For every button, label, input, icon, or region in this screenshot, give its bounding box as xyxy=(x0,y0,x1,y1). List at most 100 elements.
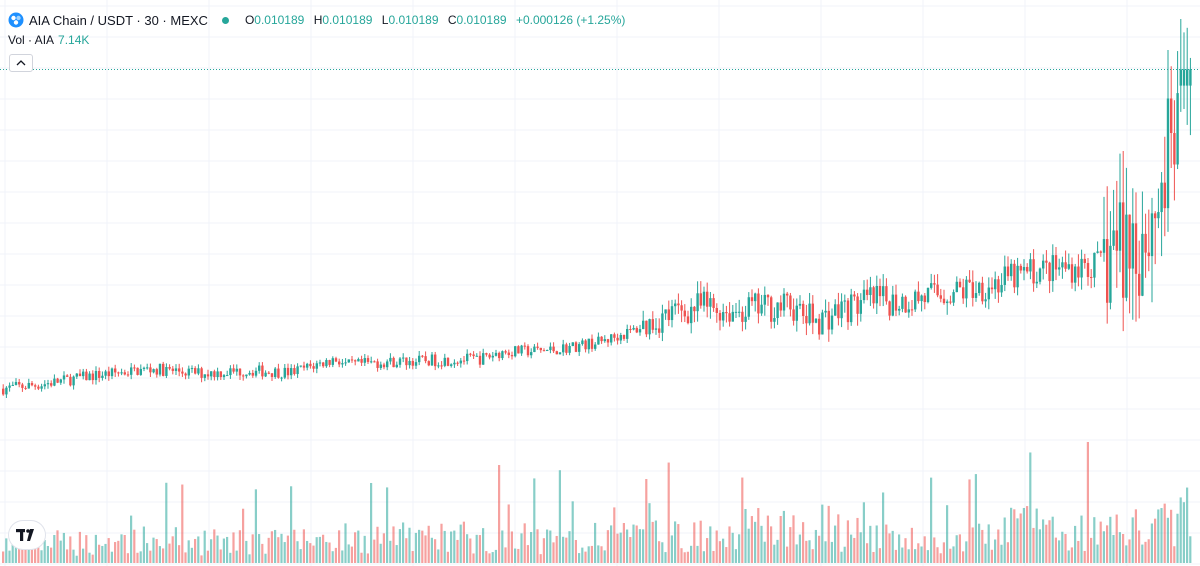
volume-bar xyxy=(888,533,891,563)
candle-body xyxy=(331,358,334,365)
volume-bar xyxy=(155,539,158,563)
candle-body xyxy=(818,318,821,335)
volume-bar xyxy=(658,541,661,563)
candle-body xyxy=(910,309,914,311)
candle-body xyxy=(440,365,443,367)
volume-bar xyxy=(280,533,283,563)
volume-bar xyxy=(638,529,641,563)
candle-body xyxy=(222,375,226,378)
volume-bar xyxy=(248,554,251,563)
candle-body xyxy=(302,365,306,368)
candle-body xyxy=(232,368,235,372)
candle-body xyxy=(597,336,600,345)
volume-bar xyxy=(981,529,984,563)
candle-body xyxy=(702,291,706,306)
volume-bar xyxy=(843,546,846,563)
volume-bar xyxy=(1086,441,1089,563)
volume-bar xyxy=(322,534,325,563)
volume-bar xyxy=(805,540,808,563)
candle-body xyxy=(325,360,328,367)
volume-bar xyxy=(936,547,939,563)
candle-body xyxy=(110,368,114,377)
candle-body xyxy=(421,355,424,357)
volume-bar xyxy=(494,549,497,563)
candle-body xyxy=(98,370,101,378)
candle-body xyxy=(920,295,923,302)
volume-bar xyxy=(478,535,481,563)
candle-body xyxy=(210,371,213,377)
volume-bar xyxy=(712,550,715,563)
candle-body xyxy=(914,291,917,310)
volume-bar xyxy=(82,548,85,563)
volume-bar xyxy=(318,536,321,563)
volume-bar xyxy=(856,517,859,563)
tradingview-logo-icon[interactable] xyxy=(9,521,45,549)
candle-body xyxy=(94,370,98,381)
candle-body xyxy=(248,372,251,375)
volume-bar xyxy=(296,541,299,563)
volume-bar xyxy=(722,538,725,563)
candle-body xyxy=(558,352,562,355)
volume-bar xyxy=(162,548,165,563)
candle-body xyxy=(1032,259,1035,284)
candle-body xyxy=(1176,93,1179,165)
candle-body xyxy=(114,368,117,373)
volume-bar xyxy=(978,523,981,563)
volume-bar xyxy=(491,552,494,563)
volume-bar xyxy=(245,540,248,563)
volume-bar xyxy=(229,552,232,563)
candle-body xyxy=(712,298,715,308)
volume-bar xyxy=(1102,531,1105,563)
candle-body xyxy=(139,368,142,375)
volume-bar xyxy=(738,534,741,563)
volume-bar xyxy=(1141,544,1144,563)
candle-body xyxy=(629,328,632,330)
volume-bar xyxy=(853,537,856,563)
volume-bar xyxy=(274,529,277,563)
volume-bar xyxy=(546,529,549,563)
volume-bar xyxy=(581,547,584,563)
volume-bar xyxy=(1093,517,1096,563)
candle-body xyxy=(837,304,840,319)
volume-bar xyxy=(184,552,187,563)
volume-bar xyxy=(744,509,747,563)
candle-body xyxy=(619,335,622,341)
candle-body xyxy=(1106,239,1109,303)
volume-bar xyxy=(1054,537,1057,563)
candle-body xyxy=(1122,202,1125,298)
candle-body xyxy=(958,281,962,288)
candle-body xyxy=(1170,98,1173,134)
candle-body xyxy=(917,291,920,302)
volume-bar xyxy=(696,545,699,563)
candle-body xyxy=(488,354,491,358)
volume-bar xyxy=(213,529,216,563)
candle-body xyxy=(392,357,395,368)
volume-bar xyxy=(200,555,203,563)
candle-body xyxy=(469,353,472,355)
volume-bar xyxy=(286,535,289,563)
candle-body xyxy=(882,286,885,297)
volume-bar xyxy=(360,552,363,563)
volume-bar xyxy=(1147,539,1150,563)
candle-body xyxy=(1000,284,1003,293)
candle-body xyxy=(866,289,869,296)
volume-bar xyxy=(779,516,782,563)
collapse-legend-button[interactable] xyxy=(9,54,33,72)
candle-body xyxy=(360,359,363,363)
candle-body xyxy=(229,368,232,376)
candle-body xyxy=(690,306,693,324)
volume-bar xyxy=(552,542,555,563)
aia-coin-icon xyxy=(8,12,24,28)
volume-bar xyxy=(968,479,971,563)
volume-bar xyxy=(514,548,517,563)
volume-bar xyxy=(594,522,597,563)
candle-body xyxy=(725,312,728,314)
volume-bar xyxy=(194,538,197,563)
volume-bar xyxy=(309,543,312,563)
volume-bar xyxy=(597,545,600,563)
candle-body xyxy=(69,376,72,386)
symbol-title[interactable]: AIA Chain / USDT · 30 · MEXC xyxy=(29,12,208,28)
candle-body xyxy=(1182,69,1186,86)
volume-bar xyxy=(446,551,449,563)
